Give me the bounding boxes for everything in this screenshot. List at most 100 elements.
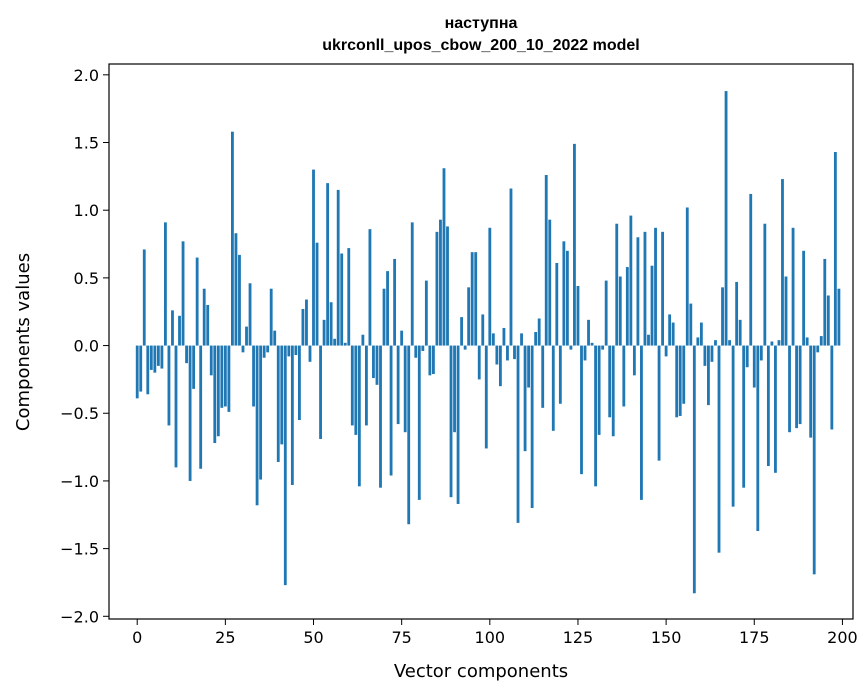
bar-97 [477,345,481,380]
bar-114 [537,318,541,346]
bar-81 [421,345,425,351]
bar-11 [174,345,178,468]
bar-156 [685,207,689,346]
bar-67 [372,345,375,379]
bar-185 [788,345,791,433]
bar-34 [255,345,259,506]
bar-61 [350,345,354,426]
bar-101 [491,333,495,346]
y-tick-label: 2.0 [74,66,99,85]
bar-55 [329,302,333,346]
y-ticks-group: 2.0 1.5 1.0 0.5 0.0 −0.5 −1.0 −1.5 −2.0 [60,66,109,626]
bar-82 [424,280,428,346]
bar-153 [675,345,679,418]
plot-frame [108,63,854,620]
bar-167 [724,91,728,346]
bar-129 [590,342,594,346]
bar-21 [209,345,213,376]
bar-0 [135,345,139,399]
bar-140 [629,215,633,346]
bar-199 [837,288,841,346]
bar-60 [347,248,351,346]
bar-86 [439,219,442,346]
bar-79 [414,345,418,358]
bar-139 [625,267,629,346]
x-tick-label: 150 [651,628,682,647]
bar-134 [608,345,612,418]
bar-8 [164,222,167,346]
bar-47 [301,309,305,346]
bar-106 [509,188,513,346]
bar-151 [668,314,672,346]
bar-166 [721,287,724,346]
bar-10 [171,310,174,346]
bar-147 [654,227,657,346]
x-tick-label: 125 [563,628,594,647]
bar-57 [336,189,340,346]
bar-195 [823,258,827,346]
bar-18 [199,345,203,469]
bar-80 [417,345,421,500]
bar-154 [678,345,682,416]
bar-24 [220,345,224,408]
bar-138 [622,345,626,407]
bar-63 [357,345,361,487]
bar-9 [167,345,171,426]
bar-26 [227,345,231,412]
x-tick-label: 75 [391,628,411,647]
bar-54 [326,183,330,346]
bar-163 [710,345,714,362]
bar-22 [213,345,217,444]
bar-186 [791,227,795,346]
bar-27 [231,131,234,346]
bar-100 [488,227,492,346]
y-tick-label: 1.0 [74,201,99,220]
bar-72 [389,345,393,476]
bar-137 [618,276,622,346]
bar-123 [569,345,573,350]
bar-14 [185,345,188,364]
bar-40 [276,345,280,462]
bar-56 [333,338,337,346]
bar-183 [781,179,784,346]
bar-65 [364,345,368,426]
bar-35 [259,345,263,480]
bar-109 [520,333,523,346]
bar-23 [216,345,220,437]
bar-176 [756,345,760,532]
bar-144 [643,231,647,346]
bar-16 [192,345,196,389]
bar-174 [749,193,753,346]
bar-111 [527,345,531,388]
bar-66 [368,229,372,346]
bar-103 [498,345,502,387]
bar-197 [830,345,834,430]
bar-87 [442,168,446,346]
bar-124 [573,143,576,346]
bar-46 [298,345,301,421]
bar-83 [428,345,432,376]
bar-152 [671,322,675,346]
bar-117 [548,219,552,346]
bar-50 [312,169,315,346]
bar-194 [819,336,823,346]
bar-132 [601,345,605,350]
x-ticks-group: 0 25 50 75 100 125 150 175 200 [132,619,858,647]
bar-177 [759,345,763,361]
bar-15 [188,345,192,481]
bar-31 [245,326,248,346]
bar-187 [795,345,798,429]
bar-39 [273,330,277,346]
bar-190 [805,337,809,346]
bar-5 [153,345,157,373]
bar-32 [248,283,252,346]
bar-159 [696,337,700,346]
bar-130 [594,345,598,487]
bar-4 [149,345,153,370]
bar-170 [735,281,739,346]
bar-172 [742,345,746,488]
bar-44 [290,345,294,485]
bar-173 [745,345,749,368]
bar-175 [752,345,756,388]
